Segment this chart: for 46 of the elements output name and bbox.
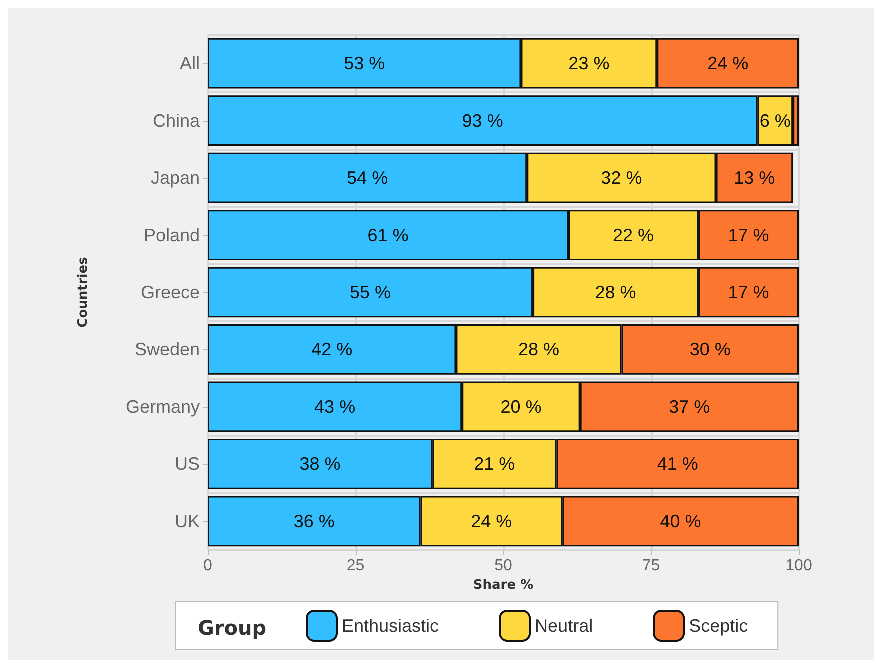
y-tick-label: Greece — [140, 282, 200, 302]
data-label: 36 % — [294, 511, 335, 532]
data-label: 38 % — [300, 454, 341, 474]
data-label: 22 % — [613, 225, 654, 246]
data-label: 28 % — [518, 340, 560, 360]
data-label: 21 % — [474, 454, 516, 474]
data-label: 32 % — [601, 168, 642, 188]
legend-label: Sceptic — [689, 616, 748, 636]
legend-label: Neutral — [535, 616, 594, 636]
x-tick-label: 75 — [642, 558, 660, 574]
data-label: 6 % — [760, 110, 791, 131]
data-label: 41 % — [657, 454, 698, 474]
y-tick-label: UK — [174, 511, 200, 532]
y-tick-label: US — [174, 454, 200, 474]
data-label: 28 % — [595, 282, 636, 302]
data-label: 24 % — [708, 54, 749, 74]
x-axis-title: Share % — [473, 578, 534, 593]
data-label: 61 % — [368, 225, 409, 246]
data-label: 42 % — [312, 340, 353, 360]
data-label: 20 % — [500, 396, 542, 417]
data-label: 93 % — [462, 110, 504, 131]
data-label: 53 % — [344, 54, 386, 74]
y-tick-label: Sweden — [134, 340, 200, 360]
data-label: 54 % — [347, 168, 388, 188]
y-axis-title: Countries — [76, 256, 91, 328]
y-tick-label: All — [180, 54, 200, 74]
data-label: 55 % — [350, 282, 392, 302]
y-tick-label: China — [152, 110, 201, 131]
x-tick-label: 50 — [494, 558, 512, 574]
data-label: 40 % — [660, 511, 702, 532]
x-tick-label: 0 — [204, 558, 213, 574]
data-label: 30 % — [690, 340, 731, 360]
x-tick-label: 100 — [786, 558, 812, 574]
data-label: 43 % — [314, 396, 356, 417]
data-label: 13 % — [734, 168, 776, 188]
y-tick-label: Poland — [144, 225, 200, 246]
data-label: 37 % — [669, 396, 710, 417]
y-tick-label: Japan — [150, 168, 200, 188]
y-tick-label: Germany — [126, 396, 200, 417]
data-label: 17 % — [728, 282, 770, 302]
legend-title: Group — [198, 616, 267, 640]
legend-label: Enthusiastic — [342, 616, 440, 636]
data-label: 24 % — [471, 511, 512, 532]
data-label: 23 % — [568, 54, 610, 74]
data-label: 17 % — [728, 225, 770, 246]
x-tick-label: 25 — [346, 558, 365, 574]
